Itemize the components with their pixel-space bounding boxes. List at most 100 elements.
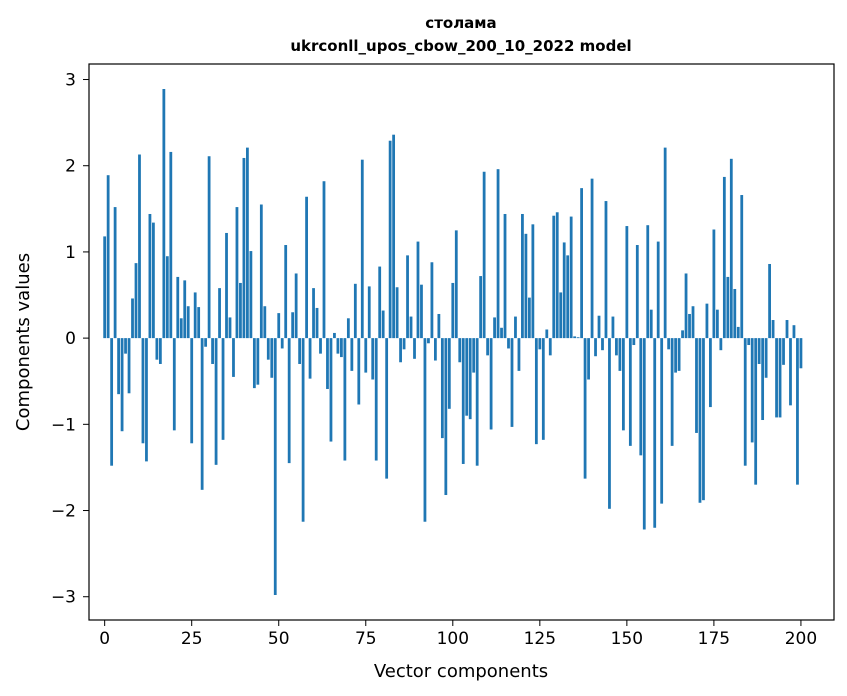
bar-83 [392, 134, 396, 339]
bar-177 [719, 338, 723, 351]
bar-185 [747, 338, 751, 346]
bar-153 [635, 245, 639, 339]
bar-195 [782, 338, 785, 365]
bar-32 [214, 338, 218, 465]
bar-57 [301, 338, 305, 522]
bar-170 [695, 338, 698, 433]
bar-66 [333, 332, 336, 339]
bar-184 [743, 338, 747, 466]
bar-194 [778, 338, 782, 418]
bar-93 [427, 338, 430, 344]
bar-19 [169, 151, 173, 339]
bar-20 [172, 338, 176, 431]
bar-7 [127, 338, 131, 394]
bar-142 [597, 315, 601, 339]
bar-165 [677, 338, 681, 371]
bar-6 [124, 338, 127, 354]
bar-44 [256, 338, 260, 385]
bar-1 [106, 175, 110, 339]
bar-16 [158, 338, 162, 364]
x-tick-label: 175 [698, 629, 730, 649]
bar-172 [702, 338, 705, 501]
bar-29 [204, 338, 208, 347]
x-tick-label: 125 [524, 629, 556, 649]
bar-75 [364, 338, 368, 373]
bar-163 [670, 338, 674, 446]
bar-179 [726, 276, 730, 339]
bar-166 [681, 330, 684, 339]
bar-109 [482, 171, 486, 339]
bar-77 [371, 338, 375, 380]
bar-100 [451, 282, 455, 339]
bar-90 [416, 241, 420, 339]
bar-161 [663, 147, 667, 339]
bar-154 [639, 338, 643, 456]
bar-173 [705, 303, 709, 339]
bar-37 [232, 338, 235, 377]
bar-160 [660, 338, 664, 504]
bar-158 [653, 338, 657, 528]
bar-3 [113, 207, 117, 339]
bar-190 [764, 338, 768, 378]
bar-85 [399, 338, 402, 363]
bar-128 [548, 338, 552, 356]
bar-168 [688, 313, 691, 339]
bar-139 [587, 338, 590, 380]
bar-156 [646, 225, 650, 339]
bar-169 [691, 306, 695, 339]
bar-86 [402, 338, 406, 350]
bar-112 [493, 317, 496, 339]
y-tick-label: 0 [65, 329, 76, 349]
bar-14 [152, 222, 155, 339]
bar-104 [465, 338, 469, 416]
y-tick-label: −1 [51, 415, 76, 435]
bar-108 [479, 276, 483, 339]
bar-71 [350, 338, 354, 371]
bar-144 [604, 201, 608, 339]
bar-150 [625, 226, 629, 339]
bar-48 [270, 338, 274, 378]
bar-92 [423, 338, 427, 522]
bar-52 [284, 245, 288, 339]
bar-118 [514, 316, 517, 339]
bar-129 [552, 215, 556, 339]
bar-189 [761, 338, 765, 421]
bar-152 [632, 338, 636, 346]
bar-13 [148, 213, 152, 339]
chart-title-line-2: ukrconll_upos_cbow_200_10_2022 model [290, 37, 631, 55]
bar-89 [413, 338, 416, 359]
bar-38 [235, 207, 239, 339]
bar-106 [472, 338, 476, 373]
bar-12 [145, 338, 148, 462]
bar-125 [538, 338, 542, 350]
bar-159 [656, 241, 660, 339]
bar-50 [277, 313, 281, 339]
bar-34 [221, 338, 225, 440]
bar-series [103, 89, 803, 595]
bar-82 [388, 140, 392, 339]
bar-70 [346, 318, 350, 339]
bar-192 [771, 320, 775, 339]
x-tick-label: 0 [99, 629, 110, 649]
bar-113 [496, 169, 500, 339]
bar-97 [440, 338, 444, 439]
bar-84 [395, 287, 399, 339]
y-tick-label: 1 [65, 243, 76, 263]
bar-178 [722, 176, 726, 339]
y-tick-label: 2 [65, 157, 76, 177]
bar-117 [510, 338, 514, 427]
bar-33 [218, 288, 221, 339]
bar-10 [138, 154, 141, 339]
bar-24 [186, 306, 190, 339]
bar-175 [712, 229, 716, 339]
bar-187 [754, 338, 758, 485]
bar-2 [110, 338, 114, 466]
bar-107 [475, 338, 479, 466]
bar-5 [120, 338, 124, 432]
bar-40 [242, 157, 246, 339]
bar-198 [792, 325, 796, 339]
bar-69 [343, 338, 347, 461]
bar-39 [239, 282, 242, 339]
bar-76 [367, 286, 371, 339]
bar-193 [775, 338, 778, 418]
